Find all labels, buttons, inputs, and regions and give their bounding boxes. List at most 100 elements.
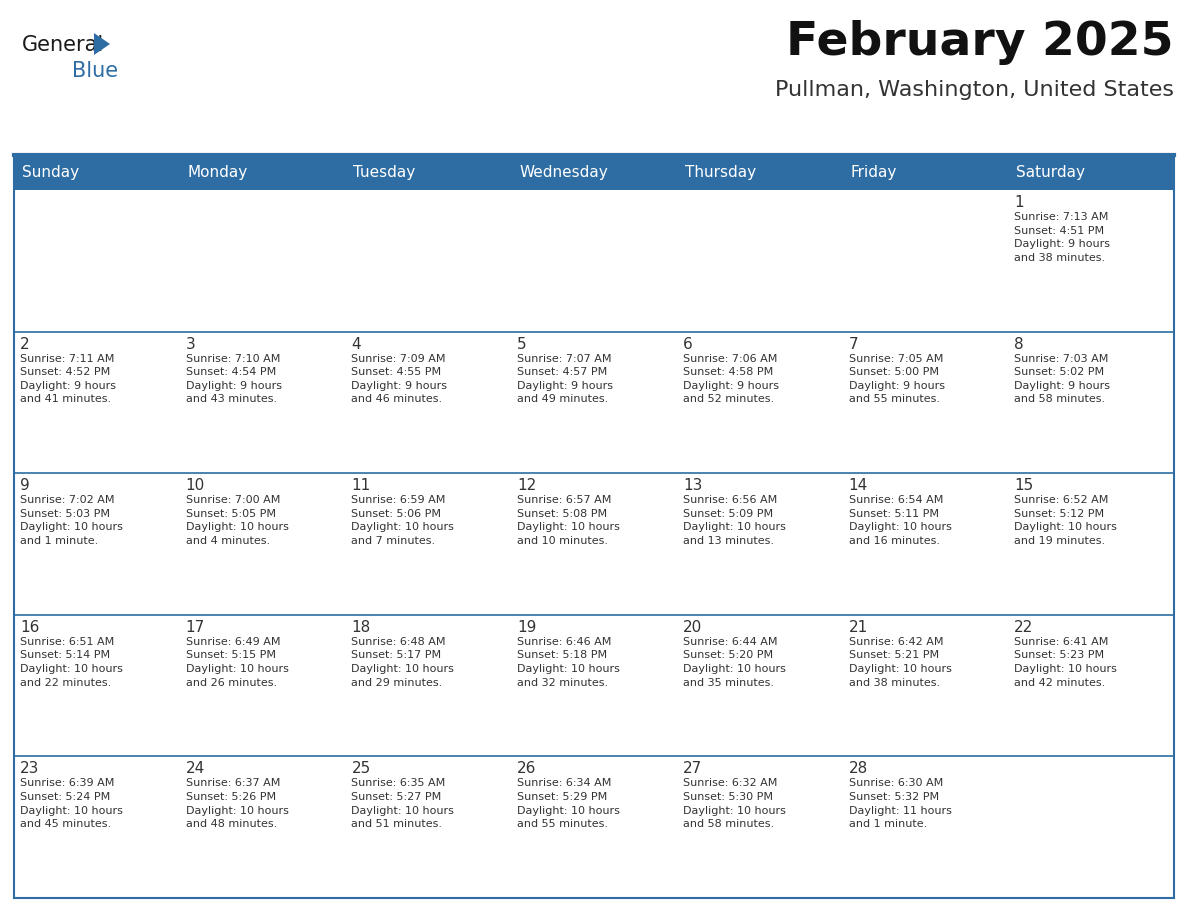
Text: 20: 20 [683, 620, 702, 635]
Bar [14, 331, 179, 473]
Text: Sunday: Sunday [23, 165, 80, 180]
Text: 13: 13 [683, 478, 702, 493]
Bar [1009, 190, 1174, 331]
Text: Sunrise: 7:05 AM
Sunset: 5:00 PM
Daylight: 9 hours
and 55 minutes.: Sunrise: 7:05 AM Sunset: 5:00 PM Dayligh… [848, 353, 944, 405]
Text: 2: 2 [20, 337, 30, 352]
Bar [511, 190, 677, 331]
Bar [346, 331, 511, 473]
Text: Tuesday: Tuesday [353, 165, 416, 180]
Text: 6: 6 [683, 337, 693, 352]
Text: Sunrise: 6:54 AM
Sunset: 5:11 PM
Daylight: 10 hours
and 16 minutes.: Sunrise: 6:54 AM Sunset: 5:11 PM Dayligh… [848, 495, 952, 546]
Text: 22: 22 [1015, 620, 1034, 635]
Bar [14, 155, 1174, 898]
Text: Sunrise: 6:48 AM
Sunset: 5:17 PM
Daylight: 10 hours
and 29 minutes.: Sunrise: 6:48 AM Sunset: 5:17 PM Dayligh… [352, 637, 454, 688]
Bar [842, 331, 1009, 473]
Text: Sunrise: 6:52 AM
Sunset: 5:12 PM
Daylight: 10 hours
and 19 minutes.: Sunrise: 6:52 AM Sunset: 5:12 PM Dayligh… [1015, 495, 1117, 546]
Text: 27: 27 [683, 761, 702, 777]
Bar [1009, 756, 1174, 898]
Bar [179, 331, 346, 473]
Bar [14, 473, 179, 615]
Text: Wednesday: Wednesday [519, 165, 608, 180]
Bar [1009, 615, 1174, 756]
Bar [842, 615, 1009, 756]
Text: 23: 23 [20, 761, 39, 777]
Bar [511, 756, 677, 898]
Bar [179, 615, 346, 756]
Text: Sunrise: 7:03 AM
Sunset: 5:02 PM
Daylight: 9 hours
and 58 minutes.: Sunrise: 7:03 AM Sunset: 5:02 PM Dayligh… [1015, 353, 1111, 405]
Text: Sunrise: 6:39 AM
Sunset: 5:24 PM
Daylight: 10 hours
and 45 minutes.: Sunrise: 6:39 AM Sunset: 5:24 PM Dayligh… [20, 778, 122, 829]
Text: Sunrise: 6:44 AM
Sunset: 5:20 PM
Daylight: 10 hours
and 35 minutes.: Sunrise: 6:44 AM Sunset: 5:20 PM Dayligh… [683, 637, 785, 688]
Text: 4: 4 [352, 337, 361, 352]
Text: Sunrise: 6:37 AM
Sunset: 5:26 PM
Daylight: 10 hours
and 48 minutes.: Sunrise: 6:37 AM Sunset: 5:26 PM Dayligh… [185, 778, 289, 829]
Text: Sunrise: 7:06 AM
Sunset: 4:58 PM
Daylight: 9 hours
and 52 minutes.: Sunrise: 7:06 AM Sunset: 4:58 PM Dayligh… [683, 353, 779, 405]
Text: Sunrise: 6:51 AM
Sunset: 5:14 PM
Daylight: 10 hours
and 22 minutes.: Sunrise: 6:51 AM Sunset: 5:14 PM Dayligh… [20, 637, 122, 688]
Text: 24: 24 [185, 761, 206, 777]
Text: 10: 10 [185, 478, 206, 493]
Text: 18: 18 [352, 620, 371, 635]
Text: Sunrise: 7:10 AM
Sunset: 4:54 PM
Daylight: 9 hours
and 43 minutes.: Sunrise: 7:10 AM Sunset: 4:54 PM Dayligh… [185, 353, 282, 405]
Text: Sunrise: 7:02 AM
Sunset: 5:03 PM
Daylight: 10 hours
and 1 minute.: Sunrise: 7:02 AM Sunset: 5:03 PM Dayligh… [20, 495, 122, 546]
Bar [842, 756, 1009, 898]
Text: 11: 11 [352, 478, 371, 493]
Bar [677, 615, 842, 756]
Bar [677, 190, 842, 331]
Text: General: General [23, 35, 105, 55]
Text: February 2025: February 2025 [786, 20, 1174, 65]
Bar [346, 190, 511, 331]
Bar [14, 615, 179, 756]
Text: Sunrise: 6:30 AM
Sunset: 5:32 PM
Daylight: 11 hours
and 1 minute.: Sunrise: 6:30 AM Sunset: 5:32 PM Dayligh… [848, 778, 952, 829]
Text: 26: 26 [517, 761, 537, 777]
Text: Monday: Monday [188, 165, 248, 180]
Text: 7: 7 [848, 337, 858, 352]
Text: Sunrise: 7:00 AM
Sunset: 5:05 PM
Daylight: 10 hours
and 4 minutes.: Sunrise: 7:00 AM Sunset: 5:05 PM Dayligh… [185, 495, 289, 546]
Text: Thursday: Thursday [684, 165, 756, 180]
Text: 15: 15 [1015, 478, 1034, 493]
Text: 14: 14 [848, 478, 867, 493]
Text: 12: 12 [517, 478, 537, 493]
Text: Sunrise: 6:46 AM
Sunset: 5:18 PM
Daylight: 10 hours
and 32 minutes.: Sunrise: 6:46 AM Sunset: 5:18 PM Dayligh… [517, 637, 620, 688]
Bar [346, 473, 511, 615]
Bar [14, 756, 179, 898]
Text: 21: 21 [848, 620, 867, 635]
Text: 1: 1 [1015, 195, 1024, 210]
Bar [179, 190, 346, 331]
Text: Sunrise: 6:57 AM
Sunset: 5:08 PM
Daylight: 10 hours
and 10 minutes.: Sunrise: 6:57 AM Sunset: 5:08 PM Dayligh… [517, 495, 620, 546]
Text: Sunrise: 6:59 AM
Sunset: 5:06 PM
Daylight: 10 hours
and 7 minutes.: Sunrise: 6:59 AM Sunset: 5:06 PM Dayligh… [352, 495, 454, 546]
Text: Sunrise: 6:35 AM
Sunset: 5:27 PM
Daylight: 10 hours
and 51 minutes.: Sunrise: 6:35 AM Sunset: 5:27 PM Dayligh… [352, 778, 454, 829]
Bar [346, 756, 511, 898]
Bar [179, 756, 346, 898]
Text: Sunrise: 6:56 AM
Sunset: 5:09 PM
Daylight: 10 hours
and 13 minutes.: Sunrise: 6:56 AM Sunset: 5:09 PM Dayligh… [683, 495, 785, 546]
Bar [1009, 473, 1174, 615]
Polygon shape [94, 33, 110, 55]
Bar [842, 473, 1009, 615]
Text: 16: 16 [20, 620, 39, 635]
Bar [511, 615, 677, 756]
Bar [179, 473, 346, 615]
Text: Saturday: Saturday [1016, 165, 1086, 180]
Bar [1009, 331, 1174, 473]
Text: 5: 5 [517, 337, 526, 352]
Text: Sunrise: 7:07 AM
Sunset: 4:57 PM
Daylight: 9 hours
and 49 minutes.: Sunrise: 7:07 AM Sunset: 4:57 PM Dayligh… [517, 353, 613, 405]
Text: 9: 9 [20, 478, 30, 493]
Text: Friday: Friday [851, 165, 897, 180]
Text: 25: 25 [352, 761, 371, 777]
Text: 8: 8 [1015, 337, 1024, 352]
Bar [677, 331, 842, 473]
Bar [14, 190, 179, 331]
Text: Sunrise: 6:34 AM
Sunset: 5:29 PM
Daylight: 10 hours
and 55 minutes.: Sunrise: 6:34 AM Sunset: 5:29 PM Dayligh… [517, 778, 620, 829]
Bar [511, 331, 677, 473]
Text: 28: 28 [848, 761, 867, 777]
Bar [14, 155, 1174, 190]
Text: Sunrise: 7:09 AM
Sunset: 4:55 PM
Daylight: 9 hours
and 46 minutes.: Sunrise: 7:09 AM Sunset: 4:55 PM Dayligh… [352, 353, 448, 405]
Bar [511, 473, 677, 615]
Text: Sunrise: 7:13 AM
Sunset: 4:51 PM
Daylight: 9 hours
and 38 minutes.: Sunrise: 7:13 AM Sunset: 4:51 PM Dayligh… [1015, 212, 1111, 263]
Text: Sunrise: 7:11 AM
Sunset: 4:52 PM
Daylight: 9 hours
and 41 minutes.: Sunrise: 7:11 AM Sunset: 4:52 PM Dayligh… [20, 353, 116, 405]
Text: 19: 19 [517, 620, 537, 635]
Bar [677, 473, 842, 615]
Bar [677, 756, 842, 898]
Text: Sunrise: 6:49 AM
Sunset: 5:15 PM
Daylight: 10 hours
and 26 minutes.: Sunrise: 6:49 AM Sunset: 5:15 PM Dayligh… [185, 637, 289, 688]
Text: Pullman, Washington, United States: Pullman, Washington, United States [775, 80, 1174, 100]
Text: Sunrise: 6:41 AM
Sunset: 5:23 PM
Daylight: 10 hours
and 42 minutes.: Sunrise: 6:41 AM Sunset: 5:23 PM Dayligh… [1015, 637, 1117, 688]
Bar [346, 615, 511, 756]
Bar [842, 190, 1009, 331]
